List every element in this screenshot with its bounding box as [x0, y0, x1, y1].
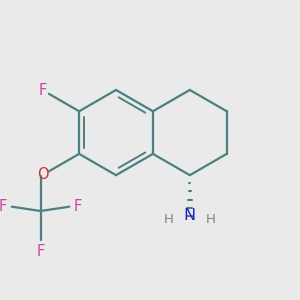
- Text: F: F: [38, 83, 47, 98]
- Text: H: H: [164, 213, 173, 226]
- Text: F: F: [74, 199, 82, 214]
- Text: O: O: [37, 167, 49, 182]
- Text: N: N: [184, 208, 196, 223]
- Text: F: F: [36, 244, 45, 259]
- Text: H: H: [206, 213, 216, 226]
- Text: F: F: [0, 199, 7, 214]
